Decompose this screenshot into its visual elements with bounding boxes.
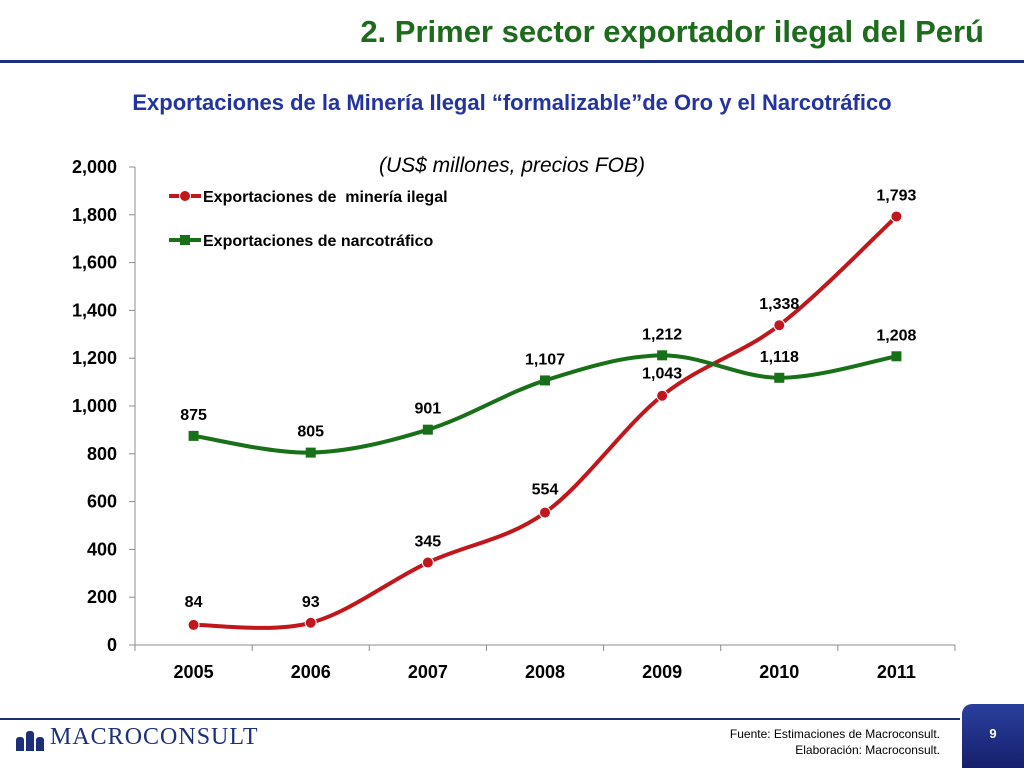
- credit-line: Elaboración: Macroconsult.: [795, 743, 940, 757]
- x-tick-label: 2006: [291, 662, 331, 682]
- y-tick-label: 1,400: [72, 300, 117, 320]
- page-badge: 9: [962, 704, 1024, 768]
- x-tick-label: 2005: [174, 662, 214, 682]
- x-tick-label: 2007: [408, 662, 448, 682]
- data-point-mining: [539, 506, 551, 519]
- data-point-narco: [188, 430, 199, 441]
- chart-subtitle: (US$ millones, precios FOB): [378, 154, 646, 177]
- data-point-mining: [421, 556, 434, 569]
- data-point-narco: [774, 372, 785, 383]
- footer-divider: [0, 718, 960, 720]
- data-point-mining: [890, 210, 903, 223]
- macroconsult-logo: MACROCONSULT: [16, 724, 259, 751]
- data-label-mining: 93: [302, 594, 320, 611]
- data-point-narco: [305, 447, 316, 458]
- data-point-mining: [187, 618, 200, 631]
- data-point-mining: [656, 389, 669, 402]
- y-tick-label: 200: [87, 587, 117, 607]
- data-label-mining: 84: [185, 594, 203, 611]
- data-point-narco: [657, 350, 668, 361]
- data-label-narco: 1,107: [525, 351, 565, 368]
- legend-label: Exportaciones de narcotráfico: [203, 233, 434, 250]
- line-chart: 0 200 400 600 800 1,000 1,200 1,400 1,600 1,800 2,…: [72, 157, 956, 682]
- data-label-narco: 1,208: [876, 327, 916, 344]
- legend-label: Exportaciones de minería ilegal: [203, 189, 448, 206]
- y-tick-label: 2,000: [72, 157, 117, 177]
- data-point-narco: [422, 424, 433, 435]
- data-label-narco: 901: [415, 401, 442, 418]
- data-point-mining: [773, 319, 786, 332]
- x-tick-label: 2009: [642, 662, 682, 682]
- y-tick-label: 1,000: [72, 396, 117, 416]
- legend-marker: [180, 235, 190, 245]
- chart-title: Exportaciones de la Minería Ilegal “form…: [132, 90, 892, 115]
- data-label-narco: 875: [180, 407, 207, 424]
- data-label-narco: 1,118: [760, 349, 799, 366]
- data-label-mining: 1,043: [642, 366, 682, 383]
- data-label-mining: 345: [415, 534, 442, 551]
- data-point-narco: [540, 375, 550, 386]
- data-label-mining: 1,793: [876, 187, 916, 204]
- source-line: Fuente: Estimaciones de Macroconsult.: [729, 727, 940, 741]
- y-tick-label: 600: [87, 492, 117, 512]
- y-tick-label: 1,600: [72, 253, 117, 273]
- data-label-mining: 554: [532, 482, 559, 499]
- x-tick-label: 2010: [759, 662, 799, 682]
- y-tick-label: 1,800: [72, 205, 117, 225]
- data-label-mining: 1,338: [759, 296, 799, 313]
- page-number: 9: [989, 726, 997, 741]
- data-point-narco: [891, 351, 902, 362]
- logo-text: MACROCONSULT: [50, 724, 259, 750]
- data-label-narco: 1,212: [642, 326, 682, 343]
- series-line-mining: [191, 214, 899, 630]
- y-tick-label: 400: [87, 539, 117, 559]
- slide-title: 2. Primer sector exportador ilegal del P…: [360, 14, 984, 49]
- logo-icon: [16, 725, 44, 751]
- y-tick-label: 800: [87, 444, 117, 464]
- title-divider: [0, 60, 1024, 63]
- source-note: Fuente: Estimaciones de Macroconsult. El…: [730, 726, 940, 758]
- y-tick-label: 0: [107, 635, 117, 655]
- data-point-mining: [304, 616, 317, 629]
- x-tick-label: 2011: [877, 662, 916, 682]
- data-label-narco: 805: [297, 424, 324, 441]
- y-tick-label: 1,200: [72, 348, 117, 368]
- x-tick-label: 2008: [525, 662, 565, 682]
- legend-marker: [179, 190, 191, 202]
